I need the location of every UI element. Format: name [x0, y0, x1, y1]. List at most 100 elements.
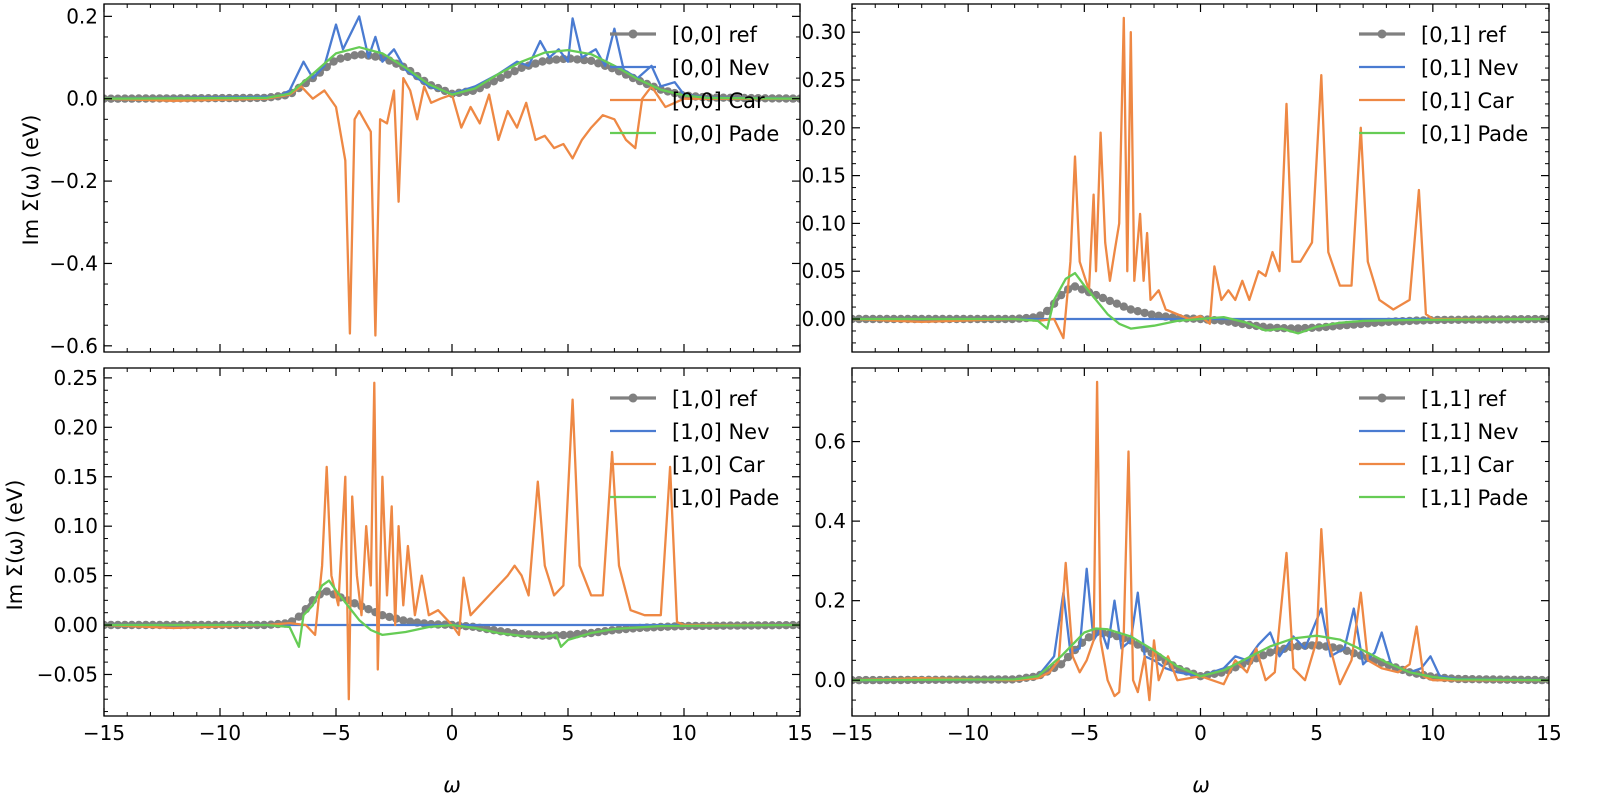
series-marker-ref: [1259, 651, 1268, 660]
legend: [0,1] ref [0,1] Nev [0,1] Car [0,1] Pade: [1359, 23, 1528, 146]
series-marker-ref: [1112, 299, 1122, 308]
series-marker-ref: [294, 612, 304, 621]
legend: [0,0] ref [0,0] Nev [0,0] Car [0,0] Pade: [610, 23, 779, 146]
series-line-Pade: [104, 46, 800, 100]
y-tick-label: 0.25: [53, 366, 98, 390]
series-marker-ref: [329, 57, 338, 66]
y-tick-label: 0.05: [801, 259, 846, 283]
x-tick-label: 0: [446, 721, 459, 745]
y-tick-label: 0.30: [801, 20, 846, 44]
x-tick-label: 15: [1536, 721, 1561, 745]
y-tick-label: 0.0: [814, 668, 846, 692]
series-line-Car: [852, 380, 1549, 702]
x-tick-label: −10: [947, 721, 989, 745]
series-marker-ref: [371, 52, 380, 61]
series-marker-ref: [503, 70, 512, 79]
series-marker-ref: [587, 56, 596, 65]
series-marker-ref: [357, 50, 366, 59]
series-line-Pade: [852, 627, 1549, 682]
x-tick-label: 15: [787, 721, 812, 745]
series-marker-ref: [378, 611, 387, 620]
series-marker-ref: [517, 63, 526, 72]
plot-area: [852, 380, 1549, 702]
series-marker-ref: [1119, 302, 1129, 311]
legend-label-Nev: [0,0] Nev: [672, 56, 770, 80]
legend-label-ref: [0,1] ref: [1421, 23, 1507, 47]
x-tick-label: −5: [1070, 721, 1099, 745]
x-tick-label: 10: [1420, 721, 1445, 745]
y-axis-label: Im Σ(ω) (eV): [3, 480, 27, 611]
x-tick-label: −15: [83, 721, 125, 745]
series-marker-ref: [1098, 293, 1108, 303]
series-marker-ref: [1056, 660, 1066, 669]
legend-label-Nev: [1,0] Nev: [672, 420, 770, 444]
legend: [1,0] ref [1,0] Nev [1,0] Car [1,0] Pade: [610, 387, 779, 510]
series-marker-ref: [336, 54, 345, 63]
x-tick-label: 0: [1194, 721, 1207, 745]
legend-label-Pade: [1,0] Pade: [672, 486, 779, 510]
legend-label-Car: [0,0] Car: [672, 89, 765, 113]
y-tick-label: −0.6: [49, 334, 98, 358]
legend-label-Nev: [1,1] Nev: [1421, 420, 1519, 444]
series-marker-ref: [1036, 311, 1045, 320]
x-axis-label: ω: [443, 773, 461, 797]
series-marker-ref: [1105, 296, 1115, 306]
legend-label-Pade: [1,1] Pade: [1421, 486, 1528, 510]
y-tick-label: 0.25: [801, 68, 846, 92]
y-tick-label: −0.4: [49, 251, 98, 275]
x-tick-label: −5: [321, 721, 350, 745]
y-tick-label: 0.6: [814, 430, 846, 454]
panel-00: Im Σ(ω) (eV) −0.6 −0.4 −0.2 0.0 0.2 [0,0] ref…: [19, 3, 801, 358]
series-marker-ref: [1084, 633, 1094, 642]
series-marker-ref: [385, 612, 394, 622]
y-tick-label: 0.4: [814, 509, 846, 533]
legend-marker-ref: [628, 393, 638, 403]
series-marker-ref: [1043, 306, 1052, 316]
series-marker-ref: [1070, 282, 1080, 291]
legend: [1,1] ref [1,1] Nev [1,1] Car [1,1] Pade: [1359, 387, 1528, 510]
series-marker-ref: [531, 59, 540, 68]
y-tick-label: 0.2: [66, 4, 98, 28]
series-marker-ref: [510, 67, 519, 76]
series-line-Pade: [104, 579, 800, 648]
legend-marker-ref: [628, 29, 638, 39]
y-tick-label: −0.2: [49, 169, 98, 193]
y-tick-label: 0.10: [53, 514, 98, 538]
series-marker-ref: [364, 605, 373, 614]
legend-label-ref: [1,1] ref: [1421, 387, 1507, 411]
x-tick-label: 10: [671, 721, 696, 745]
series-line-Car: [104, 381, 800, 701]
series-marker-ref: [1293, 324, 1303, 333]
x-tick-label: 5: [1310, 721, 1323, 745]
series-marker-ref: [1126, 305, 1136, 314]
legend-label-Car: [0,1] Car: [1421, 89, 1514, 113]
y-tick-label: 0.2: [814, 589, 846, 613]
plot-area: [104, 381, 800, 701]
y-tick-label: 0.20: [53, 415, 98, 439]
legend-label-ref: [1,0] ref: [672, 387, 758, 411]
legend-label-Car: [1,1] Car: [1421, 453, 1514, 477]
series-marker-ref: [552, 55, 561, 64]
y-tick-label: 0.0: [66, 87, 98, 111]
y-axis-label: Im Σ(ω) (eV): [19, 115, 43, 246]
series-marker-ref: [559, 630, 568, 640]
panel-01: 0.000.050.100.150.200.250.30 [0,1] ref[0,…: [801, 3, 1550, 353]
series-marker-ref: [545, 56, 554, 65]
legend-marker-ref: [1377, 29, 1387, 39]
y-tick-label: 0.15: [53, 465, 98, 489]
legend-label-Car: [1,0] Car: [672, 453, 765, 477]
legend-label-Pade: [0,1] Pade: [1421, 122, 1528, 146]
series-marker-ref: [399, 616, 408, 625]
y-tick-label: 0.10: [801, 211, 846, 235]
legend-label-Nev: [0,1] Nev: [1421, 56, 1519, 80]
series-marker-ref: [538, 57, 547, 66]
plot-area: [852, 16, 1549, 340]
series-marker-ref: [1077, 285, 1087, 294]
series-marker-ref: [594, 59, 603, 68]
series-marker-ref: [343, 52, 352, 62]
y-tick-label: 0.05: [53, 564, 98, 588]
x-tick-label: 5: [562, 721, 575, 745]
y-tick-label: 0.20: [801, 116, 846, 140]
series-marker-ref: [350, 51, 359, 60]
